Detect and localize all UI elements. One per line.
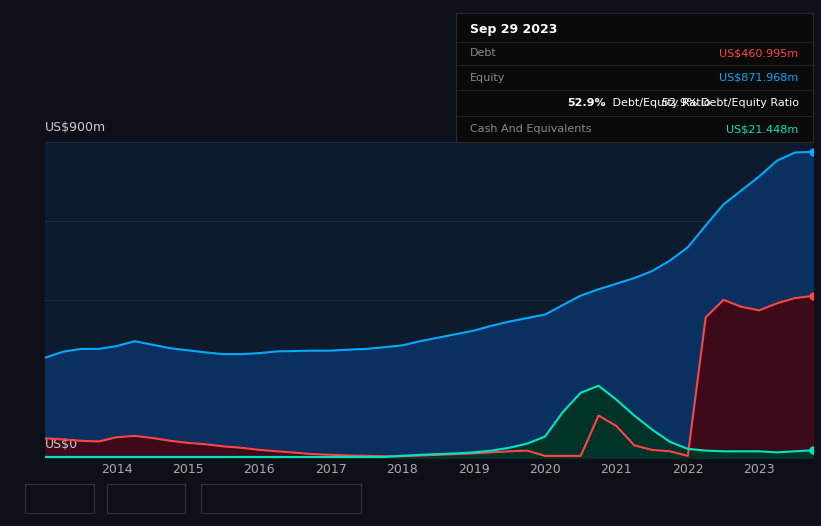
Text: Cash And Equivalents: Cash And Equivalents [231,492,360,505]
Text: Debt: Debt [470,48,497,58]
Text: US$871.968m: US$871.968m [719,73,799,83]
Text: ●: ● [35,493,44,503]
Text: Equity: Equity [470,73,505,83]
Text: US$900m: US$900m [45,121,106,134]
Text: Debt: Debt [54,492,83,505]
Text: Cash And Equivalents: Cash And Equivalents [470,124,591,134]
Text: ●: ● [212,493,220,503]
Text: Debt/Equity Ratio: Debt/Equity Ratio [609,98,711,108]
Text: 52.9%: 52.9% [567,98,606,108]
Text: 52.9% Debt/Equity Ratio: 52.9% Debt/Equity Ratio [662,98,799,108]
Text: US$21.448m: US$21.448m [727,124,799,134]
Text: ●: ● [117,493,126,503]
Text: Sep 29 2023: Sep 29 2023 [470,24,557,36]
Text: Equity: Equity [136,492,174,505]
Text: US$0: US$0 [45,438,78,451]
Text: US$460.995m: US$460.995m [719,48,799,58]
